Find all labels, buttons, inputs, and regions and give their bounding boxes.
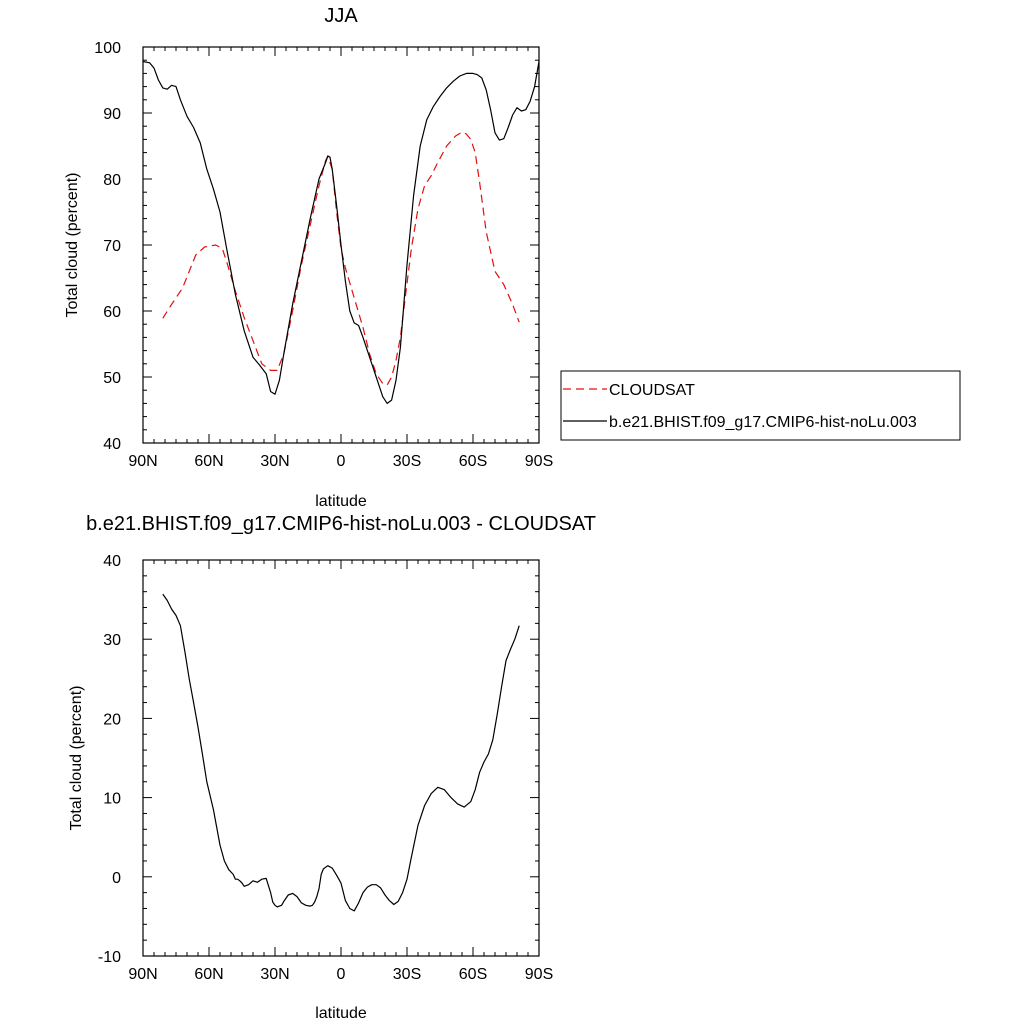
x-tick-label: 0 [337, 453, 346, 470]
x-axis-label: latitude [315, 1005, 367, 1022]
x-tick-label: 60S [459, 453, 487, 470]
x-tick-label: 90N [128, 453, 157, 470]
plot-frame [142, 559, 540, 957]
x-tick-label: 0 [337, 966, 346, 983]
panel-difference: b.e21.BHIST.f09_g17.CMIP6-hist-noLu.003 … [68, 513, 596, 1022]
x-axis-label: latitude [315, 493, 367, 510]
y-tick-label: 90 [103, 106, 121, 123]
y-tick-label: 50 [103, 370, 121, 387]
x-tick-label: 60N [194, 453, 223, 470]
panel-jja: JJA 90N 60N 30N 0 30S 60S 90S 405060708090100 … [64, 5, 961, 510]
legend-label-model: b.e21.BHIST.f09_g17.CMIP6-hist-noLu.003 [609, 414, 917, 431]
y-axis: 40 50 60 70 80 90 100 [94, 40, 539, 453]
x-axis: 90N 60N 30N 0 30S 60S 90S [128, 560, 553, 983]
y-tick-label: 30 [103, 632, 121, 649]
chart-title: b.e21.BHIST.f09_g17.CMIP6-hist-noLu.003 … [86, 513, 596, 535]
y-tick-label: -10 [98, 949, 121, 966]
legend-box [560, 370, 961, 441]
y-tick-label: 10 [103, 791, 121, 808]
y-tick-label: 20 [103, 711, 121, 728]
series-line-difference [162, 593, 520, 912]
series-line-b-e21-bhist-f09-g17-cmip6-hist-nolu-003 [142, 60, 540, 404]
x-tick-label: 60N [194, 966, 223, 983]
plot-series [142, 60, 540, 404]
x-tick-label: 30S [393, 453, 421, 470]
chart-title: JJA [324, 5, 358, 27]
y-axis-label: Total cloud (percent) [64, 173, 81, 318]
plot-series [162, 593, 520, 912]
x-tick-label: 90S [525, 453, 553, 470]
y-tick-label: 0 [112, 870, 121, 887]
y-tick-label: 40 [103, 553, 121, 570]
series-line-cloudsat [162, 131, 520, 386]
legend-label-cloudsat: CLOUDSAT [609, 382, 695, 399]
x-tick-label: 30N [260, 453, 289, 470]
y-axis: -10 0 10 20 30 40 [98, 553, 539, 966]
x-axis: 90N 60N 30N 0 30S 60S 90S [128, 47, 553, 470]
x-tick-label: 90S [525, 966, 553, 983]
y-tick-label: 40 [103, 436, 121, 453]
y-tick-label: 80 [103, 172, 121, 189]
y-tick-label: 100 [94, 40, 121, 57]
legend: CLOUDSAT b.e21.BHIST.f09_g17.CMIP6-hist-… [560, 370, 961, 441]
x-tick-label: 90N [128, 966, 157, 983]
x-tick-label: 60S [459, 966, 487, 983]
y-tick-label: 70 [103, 238, 121, 255]
y-tick-label: 60 [103, 304, 121, 321]
x-tick-label: 30N [260, 966, 289, 983]
y-axis-label: Total cloud (percent) [68, 686, 85, 831]
x-tick-label: 30S [393, 966, 421, 983]
